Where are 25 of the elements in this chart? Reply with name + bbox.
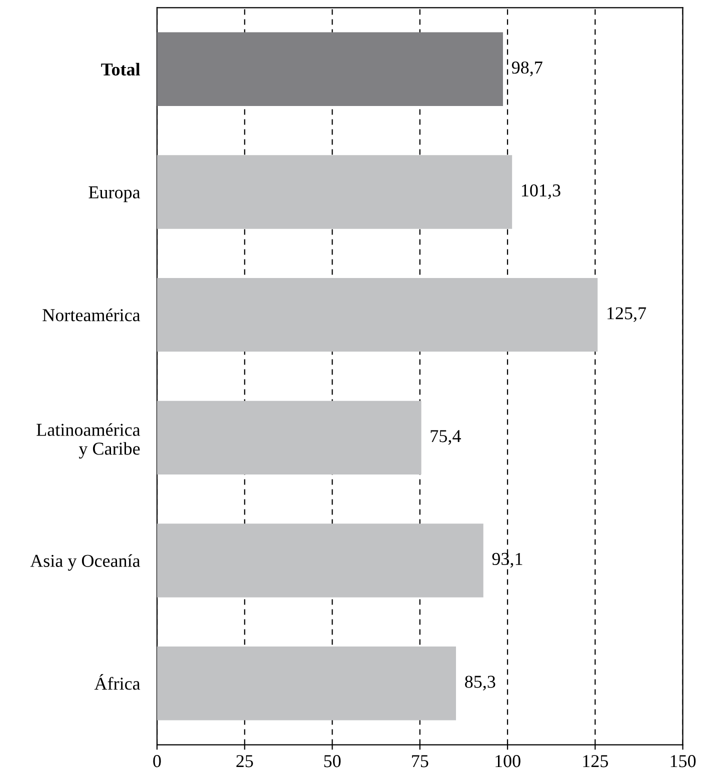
x-tick-label: 0	[153, 755, 161, 768]
data-label: 125,7	[608, 307, 646, 322]
y-tick-label: África	[94, 674, 140, 690]
bar	[157, 646, 456, 720]
x-tick-label: 50	[324, 755, 341, 768]
bar	[157, 524, 484, 598]
data-label: 98,7	[512, 61, 542, 76]
y-tick-label: Total	[101, 62, 140, 76]
bar	[157, 155, 512, 229]
data-label: 101,3	[522, 184, 560, 200]
bar	[157, 32, 503, 106]
x-tick-label: 25	[236, 755, 253, 768]
y-tick-label: Asia y Oceanía	[30, 554, 140, 571]
x-tick-label: 125	[583, 755, 608, 768]
y-tick-label: Latinoamérica y Caribe	[36, 423, 140, 459]
x-tick-label: 75	[412, 755, 428, 768]
bar	[157, 278, 598, 352]
bar	[157, 400, 422, 475]
data-label: 93,1	[492, 552, 522, 568]
data-label: 85,3	[465, 676, 496, 690]
data-label: 75,4	[430, 430, 461, 445]
x-tick-label: 100	[496, 755, 520, 768]
y-tick-label: Norteamérica	[42, 308, 140, 322]
x-tick-label: 150	[670, 755, 696, 768]
y-tick-label: Europa	[88, 186, 140, 202]
